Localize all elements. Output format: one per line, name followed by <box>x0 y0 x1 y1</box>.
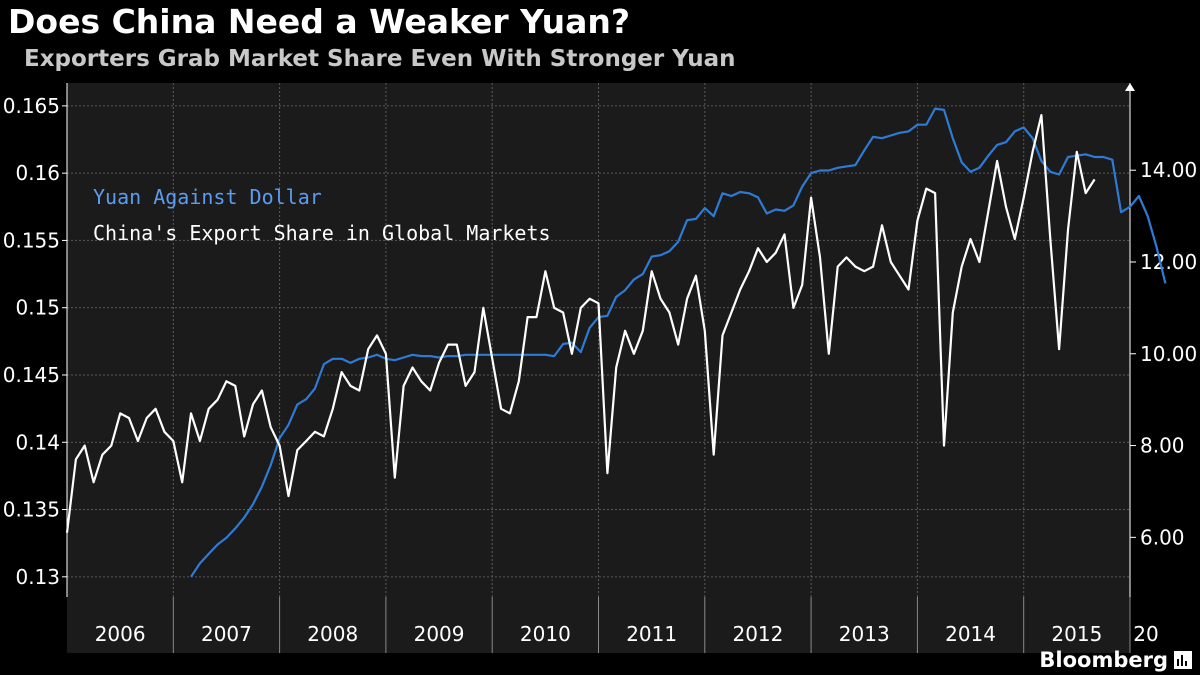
x-tick-label: 2007 <box>201 622 252 646</box>
x-tick-label: 2011 <box>626 622 677 646</box>
series-line-yuan <box>190 107 1167 578</box>
right-tick-label: 8.00 <box>1140 434 1185 458</box>
chart-title: Does China Need a Weaker Yuan? <box>8 2 631 41</box>
x-axis: 2006 2007 2008 2009 2010 2011 2012 2013 2014 2015… <box>95 622 1159 646</box>
left-tick-label: 0.15 <box>15 296 60 320</box>
right-tick-label: 6.00 <box>1140 525 1185 549</box>
bloomberg-mark-icon <box>1174 651 1192 669</box>
x-tick-label: 2013 <box>839 622 890 646</box>
right-tick-label: 14.00 <box>1140 158 1197 182</box>
right-tick-label: 10.00 <box>1140 342 1197 366</box>
x-tick-label: 2009 <box>414 622 465 646</box>
left-tick-label: 0.16 <box>15 161 60 185</box>
legend-export-share: China's Export Share in Global Markets <box>93 221 551 245</box>
series-lines <box>65 107 1167 578</box>
right-axis-arrow-icon <box>1125 83 1135 91</box>
x-tick-label: 2010 <box>520 622 571 646</box>
brand-name: Bloomberg <box>1039 648 1168 672</box>
axes <box>66 83 1135 597</box>
legend-yuan: Yuan Against Dollar <box>93 185 322 209</box>
x-tick-label: 2015 <box>1051 622 1102 646</box>
x-tick-label: 2012 <box>732 622 783 646</box>
x-tick-label: 20 <box>1133 622 1158 646</box>
right-axis: 6.00 8.00 10.00 12.00 14.00 <box>1130 158 1197 549</box>
left-tick-label: 0.14 <box>15 430 60 454</box>
x-tick-label: 2006 <box>95 622 146 646</box>
x-tick-label: 2008 <box>307 622 358 646</box>
grid <box>67 83 1131 597</box>
series-line-export-share <box>65 113 1096 533</box>
left-axis: 0.13 0.135 0.14 0.145 0.15 0.155 0.16 0.165 <box>3 94 67 589</box>
chart-subtitle: Exporters Grab Market Share Even With St… <box>24 46 736 72</box>
x-tick-label: 2014 <box>945 622 996 646</box>
x-axis-band <box>67 597 1131 653</box>
left-tick-label: 0.165 <box>3 94 60 118</box>
right-tick-label: 12.00 <box>1140 250 1197 274</box>
left-tick-label: 0.145 <box>3 363 60 387</box>
bloomberg-logo: Bloomberg <box>1039 647 1192 673</box>
left-tick-label: 0.135 <box>3 498 60 522</box>
left-tick-label: 0.155 <box>3 228 60 252</box>
left-tick-label: 0.13 <box>15 565 60 589</box>
